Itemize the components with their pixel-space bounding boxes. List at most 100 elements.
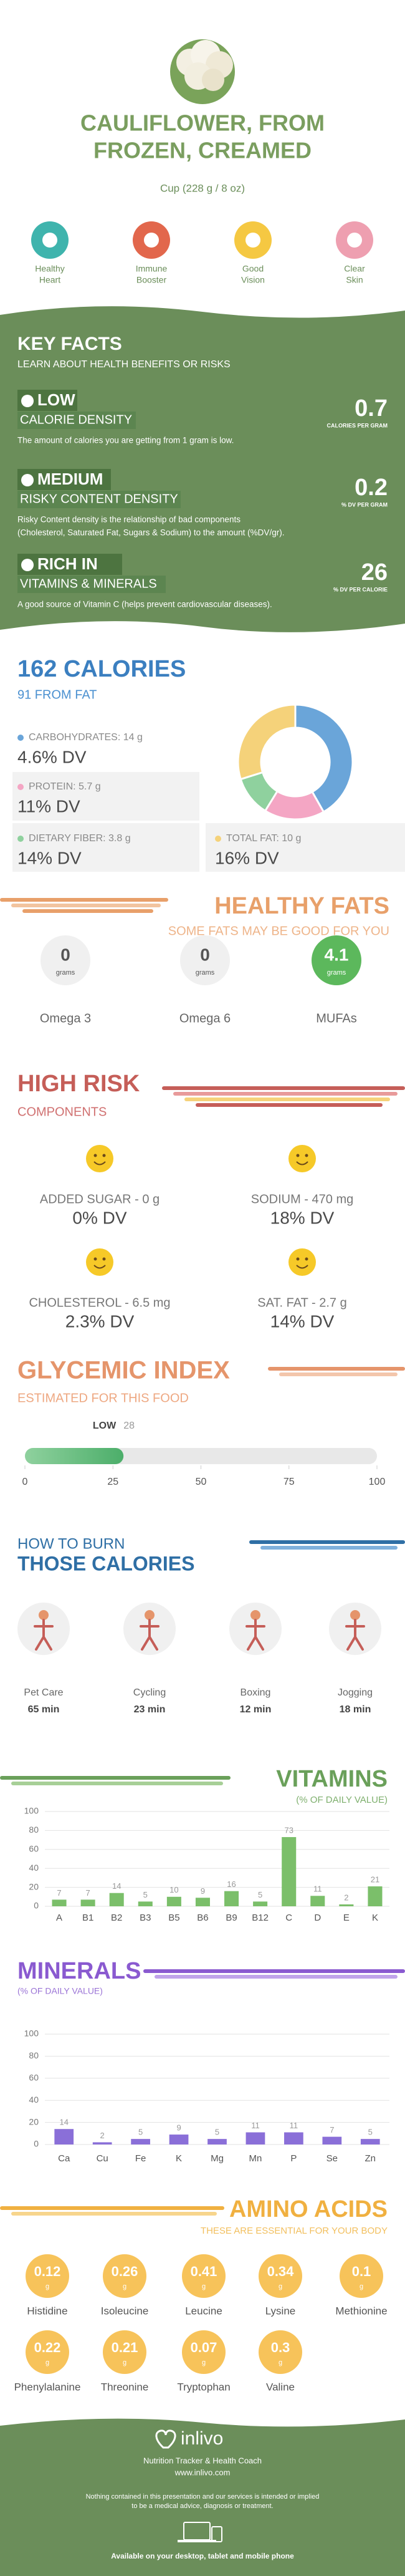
amino-circle [26, 2254, 69, 2298]
x-tick-label: Cu [97, 2153, 108, 2164]
fact-description: Risky Content density is the relationshi… [17, 515, 241, 524]
disclaimer: to be a medical advice, diagnosis or tre… [131, 2502, 273, 2510]
amino-value: 0.22 [34, 2340, 61, 2355]
nutrient-dv: 11% DV [17, 796, 80, 816]
emoji-mouth [93, 1265, 106, 1269]
section-title: HIGH RISK [17, 1071, 140, 1097]
fat-value: 0 [60, 945, 70, 964]
section-subtitle: 91 FROM FAT [17, 688, 97, 702]
emoji [86, 1145, 113, 1172]
section-title: GLYCEMIC INDEX [17, 1357, 230, 1384]
value-label: 5 [258, 1890, 262, 1899]
header-stripe [155, 1975, 398, 1979]
name-box [17, 412, 136, 429]
amino-value: 0.1 [352, 2264, 371, 2279]
activity-head [250, 1610, 260, 1620]
y-tick-label: 100 [24, 2028, 39, 2038]
fat-circle [180, 935, 230, 985]
x-tick-label: B2 [111, 1913, 122, 1923]
bar [245, 2132, 265, 2144]
nutrient-dv: 16% DV [215, 848, 279, 867]
device-icon [211, 2526, 222, 2542]
fat-circle [40, 935, 90, 985]
title: FROZEN, CREAMED [93, 138, 312, 163]
key-facts-band [0, 306, 405, 632]
activity-name: Cycling [133, 1687, 166, 1698]
gi-tick-label: 50 [196, 1477, 207, 1487]
x-tick-label: Se [326, 2153, 338, 2164]
benefit-label: Immune [136, 264, 168, 274]
fact-value: 26 [361, 559, 388, 586]
activity-head [145, 1610, 155, 1620]
bar [166, 1896, 181, 1906]
header-stripe [249, 1540, 405, 1544]
fact-value: 0.2 [355, 475, 388, 501]
activity-figure [34, 1619, 54, 1651]
level: LOW [37, 390, 75, 409]
value-label: 73 [284, 1825, 293, 1835]
x-tick-label: B1 [82, 1913, 93, 1923]
header-stripe [268, 1367, 405, 1371]
risk-name: SAT. FAT - 2.7 g [257, 1296, 346, 1310]
bar [284, 2132, 303, 2144]
fat-circle [312, 935, 361, 985]
activity-figure [245, 1619, 265, 1651]
section-title: VITAMINS [276, 1766, 388, 1792]
fat-unit: grams [196, 969, 215, 977]
risk-name: SODIUM - 470 mg [251, 1192, 353, 1206]
benefit-icon-inner [347, 233, 362, 248]
value-label: 9 [201, 1886, 205, 1896]
donut-segment [294, 703, 354, 814]
amino-value: 0.21 [112, 2340, 138, 2355]
amino-unit: g [279, 2283, 282, 2290]
emoji-eye [93, 1154, 97, 1157]
amino-name: Methionine [335, 2305, 387, 2317]
name-box [17, 576, 166, 593]
activity-figure [140, 1619, 160, 1651]
value-label: 9 [176, 2123, 181, 2133]
nutrient-dot [17, 735, 24, 741]
food-image [170, 39, 235, 104]
gi-tick-label: 0 [22, 1477, 28, 1487]
amino-value: 0.41 [191, 2264, 217, 2279]
header-stripe [184, 1097, 390, 1101]
fat-name: Omega 6 [179, 1011, 231, 1025]
nutrient-dot [17, 836, 24, 842]
footer-band [0, 2418, 405, 2576]
emoji-eye [296, 1257, 300, 1261]
value-label: 5 [143, 1890, 148, 1899]
gi-tick-label: 25 [107, 1477, 118, 1487]
bar [224, 1891, 239, 1906]
value-label: 10 [169, 1885, 178, 1894]
section-subtitle: COMPONENTS [17, 1105, 107, 1119]
nutrient-name: DIETARY FIBER: 3.8 g [29, 833, 131, 844]
amino-circle [26, 2330, 69, 2374]
level-box [17, 554, 122, 575]
bar [54, 2129, 74, 2144]
value-label: 7 [86, 1888, 90, 1898]
amino-unit: g [279, 2359, 282, 2366]
serving: Cup (228 g / 8 oz) [160, 182, 245, 194]
x-tick-label: B3 [140, 1913, 151, 1923]
section-title: AMINO ACIDS [229, 2196, 388, 2222]
benefit-label: Good [242, 264, 264, 274]
value-label: 7 [57, 1888, 61, 1898]
amino-name: Valine [266, 2381, 295, 2393]
header-stripe [260, 1546, 398, 1550]
nutrient-box [12, 772, 199, 821]
activity-time: 65 min [28, 1704, 60, 1715]
bar [368, 1886, 383, 1906]
risk-dv: 2.3% DV [65, 1311, 135, 1331]
emoji-eye [93, 1257, 97, 1261]
benefit-label: Vision [241, 275, 265, 285]
emoji-mouth [296, 1265, 308, 1269]
y-tick-label: 80 [29, 1825, 39, 1835]
fat-value: 0 [200, 945, 210, 964]
level-icon [21, 474, 34, 486]
bar [282, 1837, 297, 1906]
value-label: 11 [290, 2121, 298, 2130]
activity-name: Boxing [241, 1687, 271, 1698]
y-tick-label: 60 [29, 2073, 39, 2083]
gi-bar [25, 1448, 124, 1464]
risk-dv: 0% DV [72, 1208, 126, 1227]
